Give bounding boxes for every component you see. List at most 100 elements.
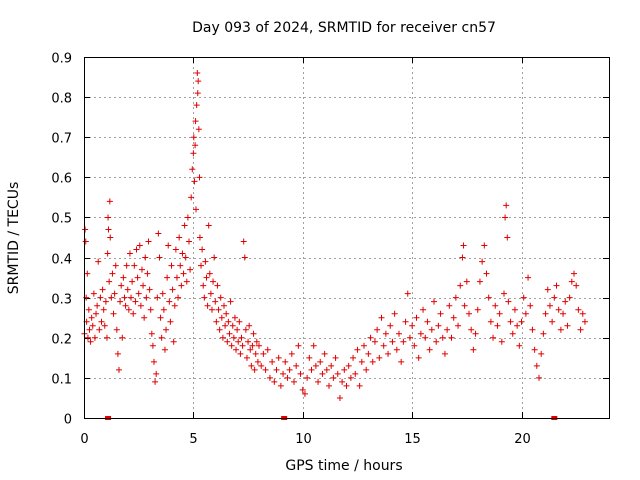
- data-point: [249, 342, 256, 349]
- data-point: [194, 90, 201, 97]
- data-point: [361, 342, 367, 349]
- data-point: [165, 242, 172, 249]
- data-point: [231, 314, 238, 321]
- data-point: [358, 358, 365, 365]
- data-point: [507, 318, 514, 325]
- data-point: [326, 382, 332, 389]
- data-point: [120, 274, 127, 281]
- data-point: [310, 342, 317, 349]
- data-point: [234, 326, 241, 333]
- data-point: [147, 306, 154, 313]
- data-point: [145, 238, 152, 245]
- data-point: [168, 262, 175, 269]
- data-point: [233, 346, 240, 353]
- data-point: [356, 382, 363, 389]
- data-point: [192, 118, 199, 125]
- data-point: [536, 374, 542, 381]
- data-point: [420, 306, 427, 313]
- data-point: [293, 362, 300, 369]
- data-point: [132, 298, 139, 305]
- data-point: [224, 338, 231, 345]
- data-point: [180, 270, 187, 277]
- data-point: [498, 338, 505, 345]
- data-point: [542, 310, 549, 317]
- data-point: [494, 322, 501, 329]
- data-point: [192, 142, 199, 149]
- data-point: [514, 322, 521, 329]
- data-point: [230, 334, 237, 341]
- data-point: [391, 310, 398, 317]
- data-point: [237, 350, 244, 357]
- y-axis-label: SRMTID / TECUs: [6, 182, 22, 295]
- data-point: [106, 198, 113, 205]
- data-point: [262, 366, 269, 373]
- data-point: [86, 326, 93, 333]
- data-point: [148, 330, 155, 337]
- data-point: [470, 346, 477, 353]
- data-point: [245, 338, 252, 345]
- data-point: [321, 350, 328, 357]
- data-point: [114, 350, 121, 357]
- data-point: [187, 266, 194, 273]
- data-point: [468, 326, 475, 333]
- data-point: [214, 282, 221, 289]
- data-point: [417, 330, 424, 337]
- data-point: [208, 306, 215, 313]
- data-point: [538, 350, 545, 357]
- data-point: [575, 306, 582, 313]
- data-point: [577, 326, 584, 333]
- data-point: [266, 374, 273, 381]
- data-point: [504, 234, 511, 241]
- y-tick-label: 0: [64, 413, 72, 428]
- data-point: [483, 270, 490, 277]
- data-point: [236, 318, 243, 325]
- data-point: [422, 334, 429, 341]
- data-point: [389, 338, 396, 345]
- data-point: [378, 314, 385, 321]
- data-point: [153, 370, 160, 377]
- data-point: [323, 366, 330, 373]
- data-point: [490, 334, 497, 341]
- data-point: [190, 150, 197, 157]
- data-point: [133, 246, 140, 253]
- data-point: [555, 306, 562, 313]
- data-point: [345, 362, 352, 369]
- data-point: [330, 374, 337, 381]
- data-point: [217, 294, 224, 301]
- data-point: [415, 354, 422, 361]
- data-point: [382, 330, 389, 337]
- data-point: [347, 374, 354, 381]
- data-point: [525, 274, 532, 281]
- data-point: [291, 378, 297, 385]
- data-point: [286, 366, 293, 373]
- data-point: [202, 258, 209, 265]
- data-point: [271, 378, 278, 385]
- data-point: [474, 306, 481, 313]
- data-point: [251, 366, 258, 373]
- data-point: [161, 346, 168, 353]
- data-point: [444, 326, 451, 333]
- data-point: [520, 294, 527, 301]
- data-point: [93, 310, 100, 317]
- data-point: [122, 302, 129, 309]
- data-point: [91, 334, 98, 341]
- data-point: [181, 222, 188, 229]
- data-point: [367, 334, 374, 341]
- data-point: [204, 302, 211, 309]
- data-point: [365, 350, 372, 357]
- data-point: [117, 298, 124, 305]
- data-point: [199, 246, 206, 253]
- axis-ticks: [84, 57, 609, 419]
- data-point: [566, 294, 573, 301]
- data-point: [140, 282, 147, 289]
- x-tick-label: 5: [189, 432, 197, 447]
- data-point: [102, 298, 109, 305]
- data-point: [172, 246, 179, 253]
- data-point: [228, 342, 235, 349]
- data-point: [404, 290, 411, 297]
- data-point: [446, 302, 453, 309]
- data-point: [207, 290, 214, 297]
- data-point: [97, 294, 104, 301]
- data-point: [170, 338, 177, 345]
- data-point: [142, 254, 149, 261]
